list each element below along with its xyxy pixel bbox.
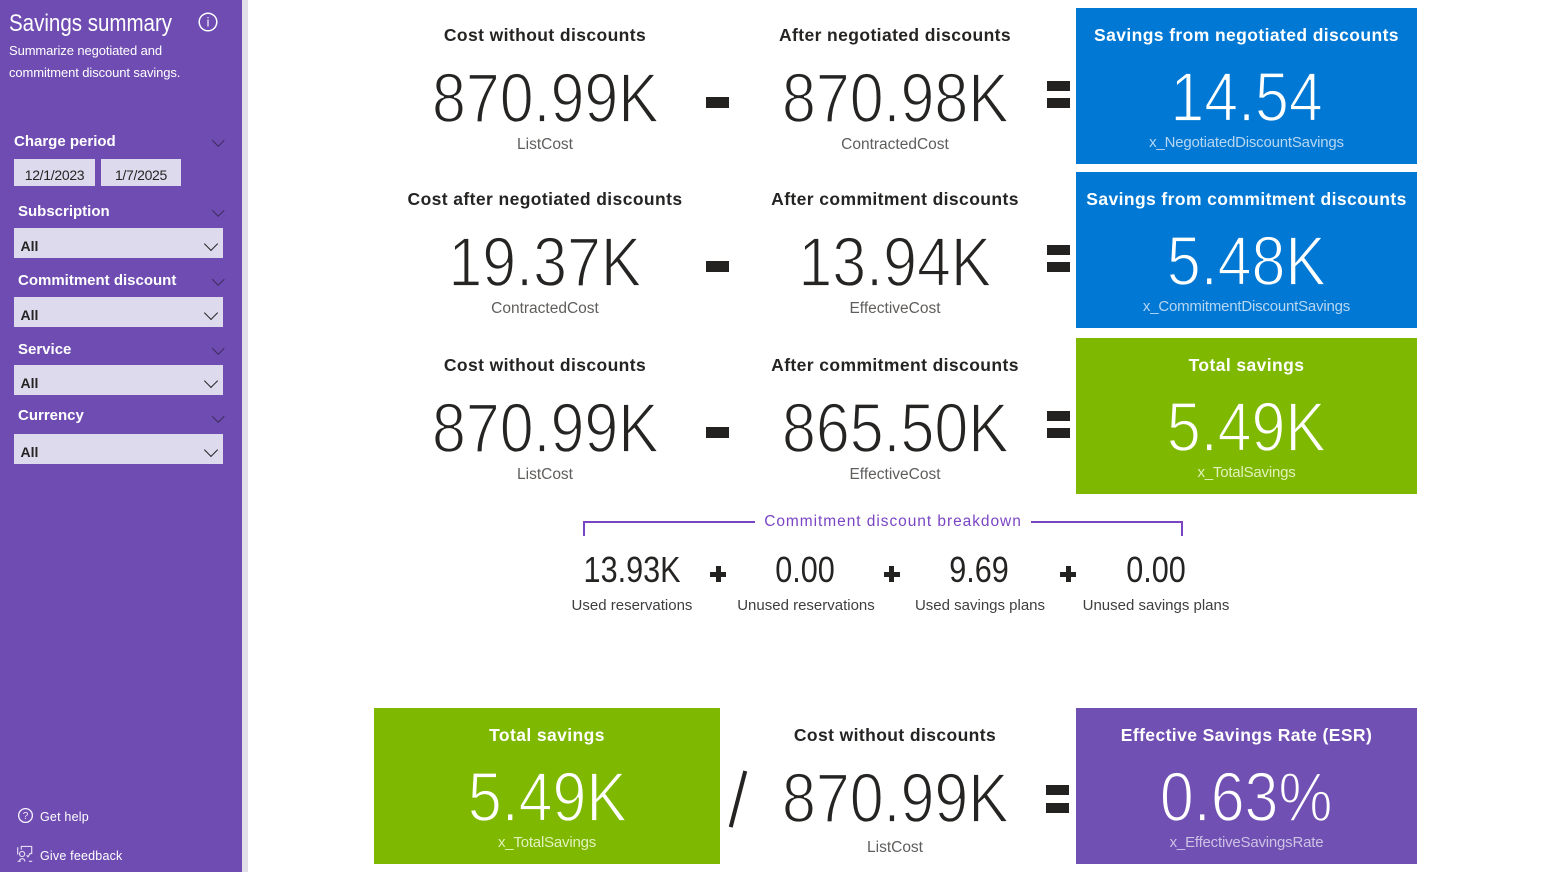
svg-text:i: i	[207, 16, 210, 30]
svg-text:?: ?	[23, 811, 29, 822]
